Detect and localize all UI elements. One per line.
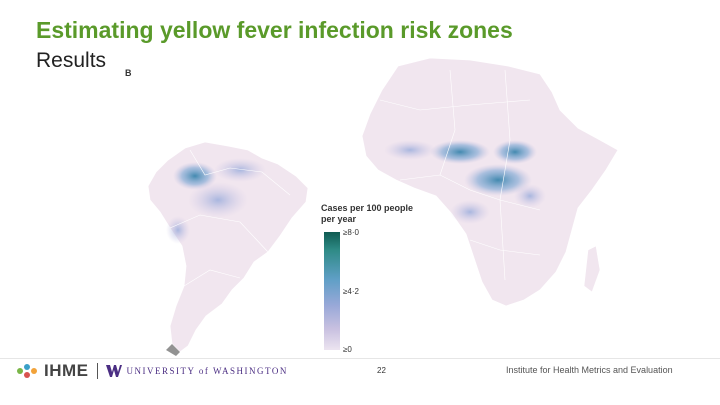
ihme-emblem-icon [17,364,37,378]
legend-tick-mid: ≥4·2 [343,287,359,296]
south-america-map [147,141,309,356]
ihme-logo-text: IHME [44,361,89,380]
uw-logo-text: UNIVERSITY of WASHINGTON [126,366,288,376]
africa-map [361,57,619,307]
uw-w-icon [105,365,122,377]
legend-tick-low: ≥0 [343,345,352,354]
logo-separator [96,363,98,379]
slide-subtitle: Results [36,49,107,72]
legend-color-bar [324,232,340,350]
footer-logos: IHME UNIVERSITY of WASHINGTON [14,360,288,382]
slide-title: Estimating yellow fever infection risk z… [36,17,513,43]
legend-title: Cases per 100 people per year [321,203,414,224]
institute-name: Institute for Health Metrics and Evaluat… [506,365,673,375]
legend-tick-high: ≥8·0 [343,228,359,237]
page-number: 22 [377,366,386,375]
footer-divider [0,358,720,359]
panel-label: B [125,68,132,78]
